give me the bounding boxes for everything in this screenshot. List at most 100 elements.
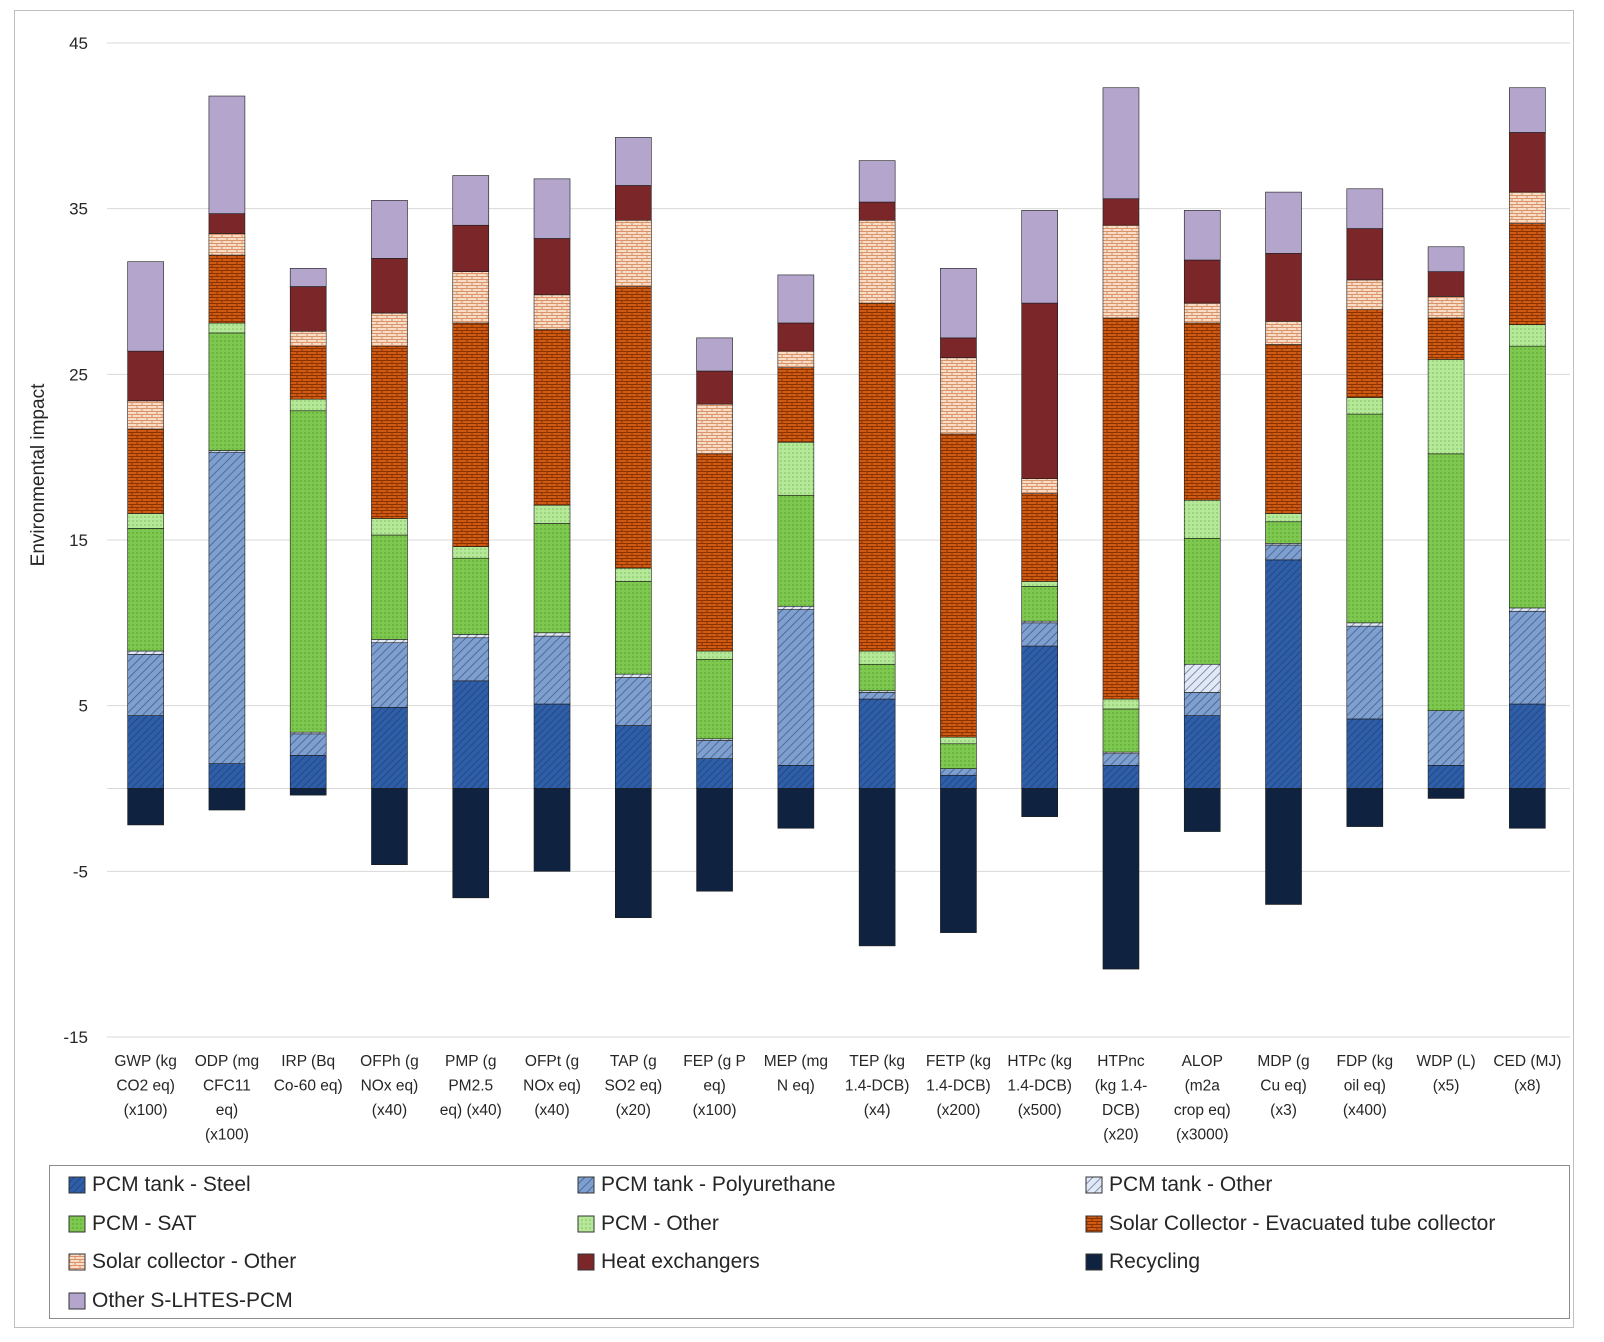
bar-segment-pcm-tank-polyurethane [533, 635, 571, 705]
bar-segment-pcm-sat [696, 658, 733, 740]
bar-group [940, 268, 977, 933]
bar-segment-pcm-other [533, 504, 571, 524]
bar-segment-pcm-sat [1102, 708, 1140, 753]
x-tick-label: MDP (g Cu eq) (x3) [1257, 1053, 1309, 1119]
x-tick-label: OFPt (g NOx eq) (x40) [523, 1053, 581, 1119]
bar-segment-pcm-tank-polyurethane [858, 692, 896, 700]
bar-segment-solar-collector-evacuated-tube-collector [1102, 317, 1140, 700]
bar-segment-solar-collector-evacuated-tube-collector [1509, 223, 1546, 325]
bar-segment-solar-collector-evacuated-tube-collector [1427, 317, 1465, 360]
bar-segment-pcm-sat [1509, 345, 1546, 609]
bar-segment-solar-collector-other [127, 400, 164, 430]
bar-segment-other-s-lhtes-pcm [533, 178, 571, 239]
bar-segment-pcm-sat [289, 410, 327, 733]
bar-segment-pcm-tank-steel [615, 725, 652, 789]
bar-segment-other-s-lhtes-pcm [696, 337, 733, 372]
legend-item: PCM tank - Other [1085, 1170, 1272, 1200]
bar-segment-pcm-sat [940, 743, 977, 769]
bar-segment-heat-exchangers [1427, 271, 1465, 297]
bar-segment-solar-collector-other [696, 403, 733, 455]
bar-segment-other-s-lhtes-pcm [777, 274, 815, 324]
legend-item: Heat exchangers [577, 1247, 760, 1277]
x-tick-label: CED (MJ) (x8) [1493, 1053, 1561, 1095]
bar-segment-pcm-sat [1265, 521, 1302, 544]
bar-segment-pcm-other [615, 567, 652, 582]
bar-segment-pcm-tank-polyurethane [127, 654, 164, 716]
bar-segment-pcm-tank-polyurethane [289, 733, 327, 756]
bar-segment-solar-collector-evacuated-tube-collector [858, 302, 896, 652]
bar-group [1183, 210, 1221, 832]
bar-segment-heat-exchangers [1183, 259, 1221, 304]
bar-segment-solar-collector-other [858, 219, 896, 304]
bar-segment-solar-collector-evacuated-tube-collector [1346, 309, 1384, 398]
bar-segment-pcm-tank-steel [1427, 765, 1465, 789]
legend-item: Solar Collector - Evacuated tube collect… [1085, 1209, 1495, 1239]
bar-segment-heat-exchangers [1265, 253, 1302, 322]
bar-segment-solar-collector-evacuated-tube-collector [940, 433, 977, 738]
bar-segment-recycling [127, 788, 164, 826]
bar-segment-pcm-sat [1183, 538, 1221, 665]
bar-segment-solar-collector-other [1183, 302, 1221, 324]
legend-item: Solar collector - Other [68, 1247, 296, 1277]
bar-segment-solar-collector-other [1509, 191, 1546, 224]
bar-segment-pcm-other [696, 650, 733, 660]
x-tick-label: PMP (g PM2.5 eq) (x40) [440, 1053, 502, 1119]
bar-segment-pcm-other [371, 518, 408, 536]
bar-segment-heat-exchangers [615, 185, 652, 221]
bar-segment-pcm-other [208, 322, 246, 334]
bar-segment-solar-collector-evacuated-tube-collector [1265, 344, 1302, 514]
legend-item: PCM tank - Polyurethane [577, 1170, 836, 1200]
bar-segment-pcm-tank-polyurethane [1183, 692, 1221, 716]
bar-segment-pcm-tank-steel [777, 765, 815, 789]
bar-segment-heat-exchangers [208, 213, 246, 234]
bar-segment-pcm-tank-steel [940, 774, 977, 789]
bar-segment-pcm-sat [533, 523, 571, 634]
bar-segment-other-s-lhtes-pcm [371, 200, 408, 259]
bar-segment-solar-collector-other [777, 350, 815, 369]
bar-segment-heat-exchangers [533, 238, 571, 296]
bar-segment-pcm-other [1183, 499, 1221, 539]
y-tick-label: -5 [73, 862, 88, 881]
bar-segment-recycling [777, 788, 815, 829]
bar-segment-heat-exchangers [452, 224, 490, 272]
bar-segment-pcm-tank-polyurethane [1509, 610, 1546, 705]
bar-segment-pcm-tank-other [371, 639, 408, 644]
bar-segment-other-s-lhtes-pcm [858, 160, 896, 203]
bar-segment-pcm-other [1265, 513, 1302, 523]
bar-segment-pcm-sat [452, 557, 490, 635]
bar-segment-pcm-tank-steel [1102, 765, 1140, 789]
bar-segment-pcm-tank-steel [289, 755, 327, 789]
bar-segment-pcm-sat [208, 332, 246, 451]
legend-label: Heat exchangers [601, 1250, 760, 1273]
bar-segment-other-s-lhtes-pcm [1021, 210, 1058, 304]
legend-label: PCM - SAT [92, 1211, 197, 1235]
bar-segment-solar-collector-evacuated-tube-collector [777, 367, 815, 443]
bar-segment-recycling [1346, 788, 1384, 827]
bar-segment-recycling [452, 788, 490, 899]
bar-segment-solar-collector-evacuated-tube-collector [533, 329, 571, 506]
x-tick-label: IRP (Bq Co-60 eq) [274, 1053, 343, 1095]
legend-label: Other S-LHTES-PCM [92, 1288, 293, 1312]
bar-segment-other-s-lhtes-pcm [1427, 246, 1465, 272]
bar-segment-recycling [371, 788, 408, 866]
bar-segment-recycling [1427, 788, 1465, 799]
bar-segment-pcm-tank-steel [858, 698, 896, 789]
bar-segment-pcm-sat [127, 528, 164, 652]
bar-segment-heat-exchangers [1102, 198, 1140, 226]
bar-segment-solar-collector-other [940, 357, 977, 435]
bar-segment-solar-collector-other [1346, 279, 1384, 311]
bar-segment-pcm-tank-polyurethane [371, 642, 408, 708]
bar-segment-pcm-tank-steel [1183, 715, 1221, 789]
bar-segment-pcm-tank-other [127, 650, 164, 655]
bar-segment-pcm-tank-other [615, 673, 652, 678]
bar-segment-recycling [1102, 788, 1140, 970]
bar-segment-pcm-other [1346, 397, 1384, 415]
legend-swatch [1085, 1176, 1103, 1194]
bar-segment-pcm-tank-steel [696, 758, 733, 789]
bar-segment-pcm-other [289, 398, 327, 412]
legend-label: PCM tank - Other [1109, 1173, 1273, 1196]
bar-segment-other-s-lhtes-pcm [615, 137, 652, 186]
bar-segment-pcm-tank-polyurethane [1021, 622, 1058, 647]
bar-segment-other-s-lhtes-pcm [1183, 210, 1221, 261]
